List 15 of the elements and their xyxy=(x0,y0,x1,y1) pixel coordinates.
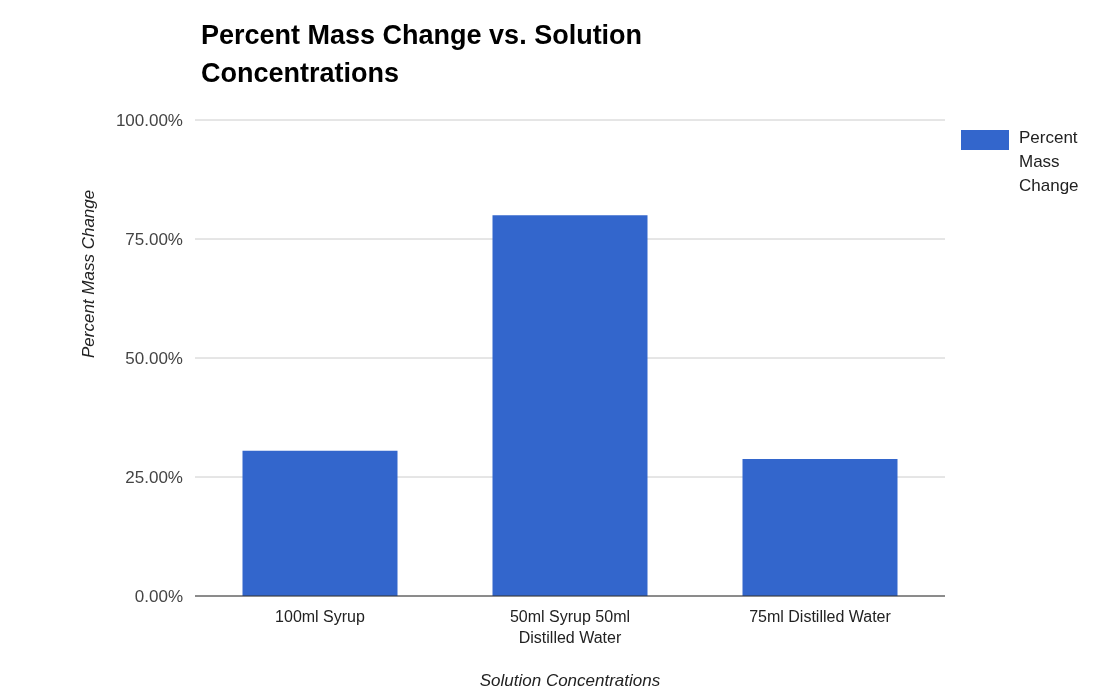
chart-title: Percent Mass Change vs. Solution Concentrations xyxy=(201,19,644,90)
legend-label: Percent Mass Change xyxy=(1019,127,1080,197)
y-tick-label: 100.00% xyxy=(115,111,183,131)
bar xyxy=(742,458,898,596)
y-tick-label: 50.00% xyxy=(125,349,183,369)
x-tick-label: 50ml Syrup 50ml Distilled Water xyxy=(509,608,631,646)
y-tick-label: 75.00% xyxy=(125,230,183,250)
x-axis-title: Solution Concentrations xyxy=(479,671,661,690)
y-axis-title: Percent Mass Change xyxy=(79,189,99,358)
y-tick-label: 25.00% xyxy=(125,468,183,488)
x-tick-label: 75ml Distilled Water xyxy=(749,608,892,625)
bar xyxy=(242,450,398,596)
bar xyxy=(492,215,648,596)
x-tick-label: 100ml Syrup xyxy=(275,608,366,625)
y-tick-label: 0.00% xyxy=(134,587,183,607)
